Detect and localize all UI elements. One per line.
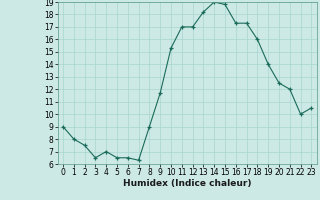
X-axis label: Humidex (Indice chaleur): Humidex (Indice chaleur): [123, 179, 252, 188]
